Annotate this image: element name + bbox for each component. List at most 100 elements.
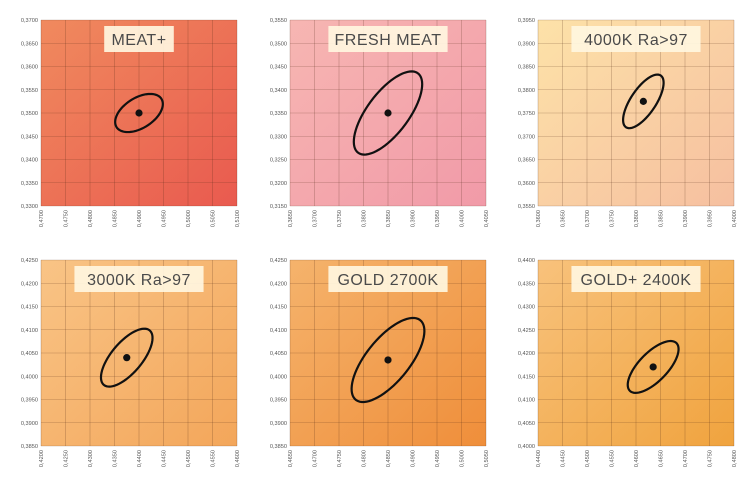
x-tick-label: 0,4900 [137,210,143,227]
y-tick-label: 0,4250 [21,258,38,264]
x-tick-label: 0,3650 [561,210,567,227]
x-tick-label: 0,3900 [683,210,689,227]
x-tick-label: 0,4200 [39,450,45,467]
y-tick-label: 0,3900 [21,421,38,427]
y-tick-label: 0,4200 [21,281,38,287]
y-tick-label: 0,4100 [21,328,38,334]
y-tick-label: 0,3850 [270,444,287,450]
chart-title: 3000K Ra>97 [87,272,191,289]
x-tick-label: 0,3950 [708,210,714,227]
y-tick-label: 0,3550 [270,18,287,24]
x-tick-label: 0,4750 [708,450,714,467]
y-tick-label: 0,4050 [518,421,535,427]
x-tick-label: 0,3800 [634,210,640,227]
x-tick-label: 0,4350 [113,450,119,467]
tolerance-ellipse [626,339,680,394]
tolerance-ellipse [99,327,154,388]
y-tick-label: 0,4000 [21,374,38,380]
x-tick-label: 0,4550 [610,450,616,467]
title-box [104,26,174,52]
x-tick-label: 0,4700 [683,450,689,467]
chart-title: MEAT+ [111,32,166,49]
x-tick-label: 0,4600 [235,450,241,467]
tolerance-ellipse [352,70,424,156]
tolerance-ellipse [114,92,164,134]
x-tick-label: 0,4700 [39,210,45,227]
y-tick-label: 0,3650 [518,158,535,164]
y-tick-label: 0,4300 [518,305,535,311]
x-tick-label: 0,4500 [585,450,591,467]
x-tick-label: 0,4250 [64,450,70,467]
x-tick-label: 0,4000 [732,210,738,227]
y-tick-label: 0,3150 [270,204,287,210]
x-tick-label: 0,4650 [288,450,294,467]
x-tick-label: 0,5050 [484,450,490,467]
y-tick-label: 0,4200 [518,351,535,357]
y-tick-label: 0,3550 [518,204,535,210]
x-tick-label: 0,3700 [313,210,319,227]
x-tick-label: 0,4850 [386,450,392,467]
y-tick-label: 0,3600 [21,65,38,71]
x-tick-label: 0,4450 [561,450,567,467]
y-tick-label: 0,3350 [21,181,38,187]
x-tick-label: 0,4400 [137,450,143,467]
x-tick-label: 0,3700 [585,210,591,227]
y-tick-label: 0,4000 [518,444,535,450]
y-tick-label: 0,4250 [518,328,535,334]
title-box [571,26,701,52]
y-tick-label: 0,3500 [21,111,38,117]
x-tick-label: 0,4000 [460,210,466,227]
y-tick-label: 0,4150 [21,305,38,311]
chart-panel: 0,3150 0,3200 0,3250 0,3300 0,3350 0,3400 0,34… [270,18,490,227]
y-tick-label: 0,3850 [21,444,38,450]
y-tick-label: 0,3600 [518,181,535,187]
y-tick-label: 0,3900 [270,421,287,427]
y-tick-label: 0,3650 [21,41,38,47]
x-tick-label: 0,4750 [337,450,343,467]
x-tick-label: 0,4450 [162,450,168,467]
target-point [639,97,647,105]
x-tick-label: 0,3850 [386,210,392,227]
x-tick-label: 0,4300 [88,450,94,467]
y-tick-label: 0,4150 [270,305,287,311]
chart-title: 4000K Ra>97 [584,32,688,49]
x-tick-label: 0,3900 [411,210,417,227]
y-tick-label: 0,4050 [270,351,287,357]
y-tick-label: 0,3200 [270,181,287,187]
y-tick-label: 0,4150 [518,374,535,380]
y-tick-label: 0,4050 [21,351,38,357]
y-tick-label: 0,3350 [270,111,287,117]
y-tick-label: 0,4250 [270,258,287,264]
title-box [328,266,448,292]
y-tick-label: 0,3700 [518,134,535,140]
x-tick-label: 0,3650 [288,210,294,227]
y-tick-label: 0,4200 [270,281,287,287]
chart-title: GOLD 2700K [337,272,438,289]
y-tick-label: 0,3400 [270,88,287,94]
y-tick-label: 0,3550 [21,88,38,94]
y-tick-label: 0,3750 [518,111,535,117]
x-tick-label: 0,4600 [634,450,640,467]
chart-panel: 0,3850 0,3900 0,3950 0,4000 0,4050 0,4100 0,41… [21,258,241,467]
x-tick-label: 0,5100 [235,210,241,227]
chart-panel: 0,3300 0,3350 0,3400 0,3450 0,3500 0,3550 0,36… [21,18,241,227]
x-tick-label: 0,3850 [659,210,665,227]
y-tick-label: 0,3800 [518,88,535,94]
y-tick-label: 0,3300 [270,134,287,140]
x-tick-label: 0,3750 [610,210,616,227]
chart-title: GOLD+ 2400K [581,272,692,289]
y-tick-label: 0,3450 [21,134,38,140]
title-box [328,26,448,52]
y-tick-label: 0,3300 [21,204,38,210]
x-tick-label: 0,4900 [411,450,417,467]
chart-panel: 0,4000 0,4050 0,4100 0,4150 0,4200 0,4250 0,43… [518,258,738,467]
target-point [135,109,143,117]
x-tick-label: 0,4800 [88,210,94,227]
y-tick-label: 0,3250 [270,158,287,164]
x-tick-label: 0,4550 [211,450,217,467]
y-tick-label: 0,3400 [21,158,38,164]
y-tick-label: 0,4000 [270,374,287,380]
y-tick-label: 0,4350 [518,281,535,287]
y-tick-label: 0,3500 [270,41,287,47]
